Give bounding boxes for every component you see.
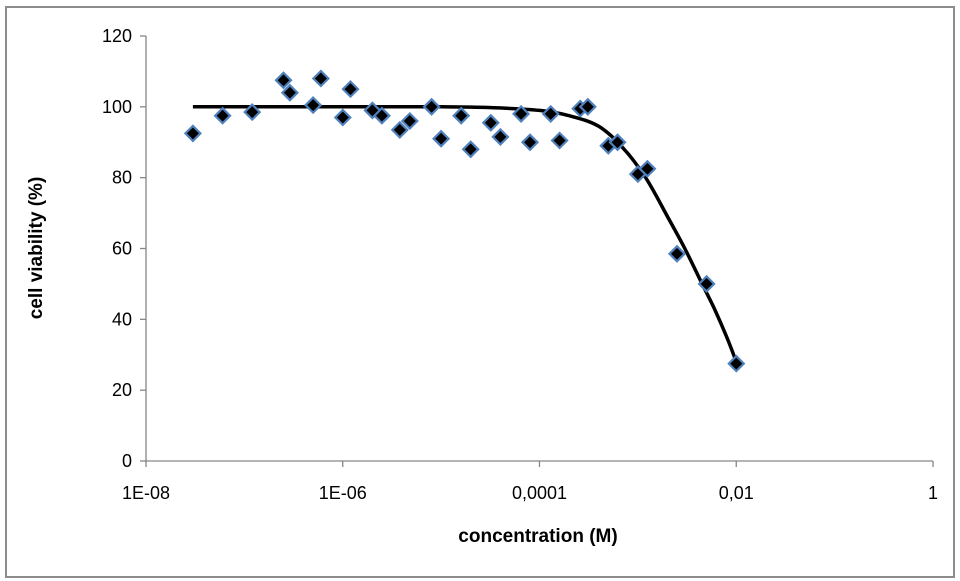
data-point <box>243 103 262 122</box>
x-tick-label: 1E-08 <box>122 483 170 503</box>
data-point <box>333 108 352 127</box>
x-tick-label: 0,01 <box>719 483 754 503</box>
data-point <box>452 106 471 125</box>
data-point <box>638 159 657 178</box>
x-tick-label: 0,0001 <box>512 483 567 503</box>
data-point <box>390 120 409 139</box>
data-point <box>550 131 569 150</box>
y-tick-label: 0 <box>122 451 132 471</box>
y-tick-label: 120 <box>102 26 132 46</box>
y-tick-label: 20 <box>112 380 132 400</box>
data-points <box>183 69 746 373</box>
data-point <box>667 244 687 263</box>
y-tick-label: 40 <box>112 309 132 329</box>
data-point <box>697 274 716 293</box>
tick-labels: 0 20 40 60 80 100 120 1E-08 1E-06 0,0001 0,01 1 <box>102 26 938 503</box>
x-axis-title: concentration (M) <box>458 526 617 547</box>
data-point <box>491 127 510 146</box>
data-point <box>727 354 746 373</box>
data-point <box>304 96 323 115</box>
y-tick-label: 100 <box>102 97 132 117</box>
chart-frame <box>5 6 955 578</box>
data-point <box>183 124 202 143</box>
x-tick-label: 1 <box>928 483 938 503</box>
data-point <box>274 71 293 90</box>
axes <box>140 35 934 467</box>
data-point <box>461 140 480 159</box>
data-point <box>422 97 441 116</box>
data-point <box>311 69 330 88</box>
data-point <box>400 111 419 131</box>
y-tick-label: 80 <box>112 168 132 188</box>
data-point <box>608 133 627 152</box>
data-point <box>372 106 391 125</box>
data-point <box>541 104 560 123</box>
data-point <box>512 104 531 123</box>
data-point <box>280 83 299 102</box>
data-point <box>578 97 597 116</box>
data-point <box>341 80 360 99</box>
y-tick-label: 60 <box>112 239 132 259</box>
fit-curve <box>192 105 738 363</box>
data-point <box>432 129 451 148</box>
data-point <box>520 133 540 152</box>
data-point <box>213 106 232 125</box>
data-point <box>481 113 500 132</box>
x-tick-label: 1E-06 <box>319 483 367 503</box>
y-axis-title: cell viability (%) <box>26 177 47 320</box>
